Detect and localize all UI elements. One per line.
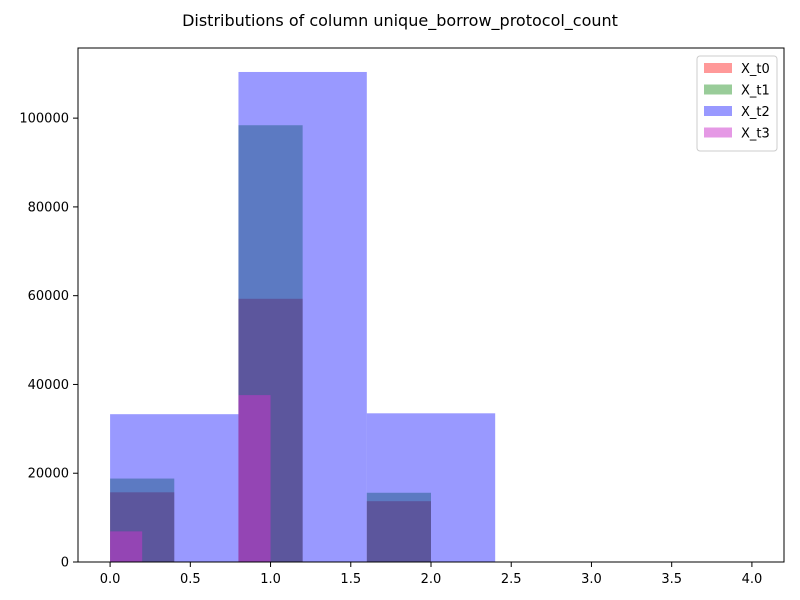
legend-swatch-x-t1 (704, 84, 732, 95)
bar-x-t1-2 (366, 492, 431, 562)
legend-box (696, 55, 778, 152)
x-tick-label: 4.0 (742, 572, 763, 587)
legend-label-x-t1: X_t1 (741, 84, 770, 99)
legend-label-x-t2: X_t2 (741, 105, 770, 120)
legend-label-x-t3: X_t3 (741, 127, 770, 142)
legend-swatch-x-t0 (704, 63, 732, 73)
y-tick-label: 40000 (28, 378, 69, 393)
y-tick-label: 60000 (28, 289, 69, 304)
y-tick-label: 0 (61, 556, 69, 571)
bars-layer (110, 71, 496, 563)
legend-swatch-x-t2 (704, 106, 732, 116)
x-tick-label: 0.5 (180, 572, 201, 587)
x-tick-label: 3.0 (581, 572, 602, 587)
x-tick-label: 2.0 (421, 572, 442, 587)
chart-title: Distributions of column unique_borrow_pr… (182, 11, 618, 31)
legend: X_t0 X_t1 X_t2 X_t3 (696, 55, 778, 152)
bar-x-t3-1 (238, 395, 271, 562)
legend-swatch-x-t3 (704, 127, 732, 138)
x-tick-label: 1.0 (260, 572, 281, 587)
bar-x-t2-2 (366, 413, 496, 562)
y-tick-label: 100000 (19, 112, 69, 127)
x-tick-label: 2.5 (501, 572, 522, 587)
legend-label-x-t0: X_t0 (741, 62, 770, 77)
x-tick-label: 3.5 (661, 572, 682, 587)
y-tick-label: 20000 (28, 467, 69, 482)
y-tick-label: 80000 (28, 200, 69, 215)
bar-x-t0-2 (366, 501, 431, 562)
x-tick-label: 0.0 (100, 572, 121, 587)
axes-layer: 0.0 0.5 1.0 1.5 2.0 2.5 3.0 3.5 4.0 0 20000 40000 60… (19, 47, 785, 587)
bar-x-t3-0 (110, 531, 143, 562)
x-tick-label: 1.5 (340, 572, 361, 587)
